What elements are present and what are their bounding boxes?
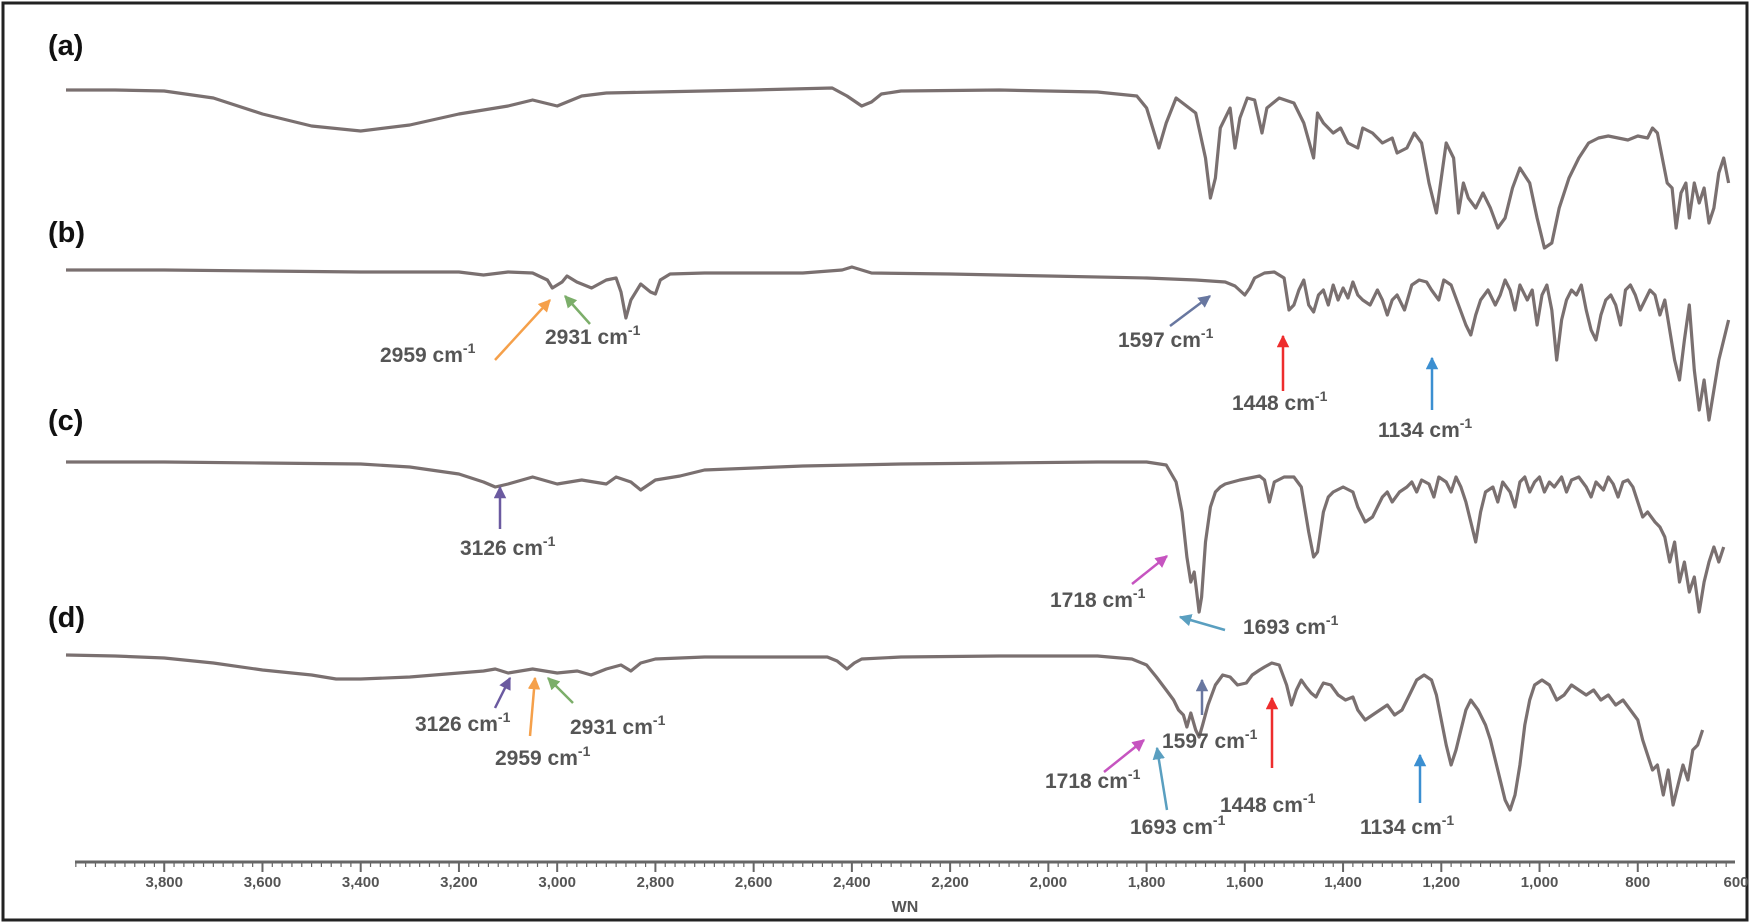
spectrum-line — [65, 653, 1705, 812]
peak-label: 1597 cm-1 — [1118, 325, 1214, 352]
peak-annotation: 1134 cm-1 — [1378, 356, 1472, 442]
x-tick-label: 1,000 — [1521, 874, 1559, 891]
peak-label-superscript: -1 — [1303, 790, 1316, 806]
peak-arrow — [493, 676, 512, 709]
peak-annotation: 1134 cm-1 — [1360, 753, 1454, 839]
peak-annotation: 3126 cm-1 — [460, 485, 556, 560]
spectrum-d: (d) — [48, 602, 1705, 812]
peak-arrow — [494, 299, 551, 361]
spectra-layer: (a) (b) (c) (d) — [48, 30, 1731, 812]
peak-label: 1134 cm-1 — [1360, 812, 1454, 839]
panel-label: (c) — [48, 405, 83, 437]
peak-label-superscript: -1 — [1133, 585, 1146, 601]
peak-annotation: 2959 cm-1 — [495, 676, 591, 770]
peak-label-superscript: -1 — [543, 533, 556, 549]
spectrum-line — [66, 265, 1731, 422]
peak-label-superscript: -1 — [1213, 812, 1226, 828]
peak-label-superscript: -1 — [1201, 325, 1214, 341]
x-tick-label: 1,400 — [1324, 874, 1362, 891]
x-tick-label: 3,200 — [440, 874, 478, 891]
x-tick-label: 2,000 — [1030, 874, 1068, 891]
x-tick-label: 1,800 — [1128, 874, 1166, 891]
peak-label: 2931 cm-1 — [545, 322, 641, 349]
spectrum-a: (a) — [48, 30, 1731, 250]
peak-arrow — [1169, 295, 1211, 327]
peak-label: 2959 cm-1 — [495, 743, 591, 770]
peak-arrow — [1103, 739, 1145, 773]
peak-label: 1693 cm-1 — [1243, 612, 1339, 639]
peak-label: 1718 cm-1 — [1050, 585, 1146, 612]
peak-label-superscript: -1 — [628, 322, 641, 338]
peak-arrow — [1152, 746, 1169, 811]
peak-label: 2931 cm-1 — [570, 712, 666, 739]
peak-label-superscript: -1 — [578, 743, 591, 759]
peak-annotation: 2931 cm-1 — [547, 677, 666, 739]
peak-annotation: 1597 cm-1 — [1162, 678, 1258, 753]
peak-label-superscript: -1 — [1315, 388, 1328, 404]
x-tick-label: 3,800 — [145, 874, 183, 891]
x-axis-title: WN — [892, 899, 919, 916]
peak-annotation: 1693 cm-1 — [1178, 612, 1339, 639]
peak-label-superscript: -1 — [1326, 612, 1339, 628]
peak-label: 1448 cm-1 — [1232, 388, 1328, 415]
x-tick-label: 2,400 — [833, 874, 871, 891]
panel-label: (d) — [48, 602, 85, 634]
spectrum-c: (c) — [48, 405, 1726, 614]
peak-label: 1134 cm-1 — [1378, 415, 1472, 442]
panel-label: (a) — [48, 30, 83, 62]
x-axis: WN 3,800 3,600 3,400 3,200 3,000 2,800 2,600 2,… — [75, 860, 1749, 916]
x-tick-label: 1,200 — [1423, 874, 1461, 891]
peak-label-superscript: -1 — [1245, 726, 1258, 742]
peak-label-superscript: -1 — [1442, 812, 1455, 828]
peak-annotation: 1448 cm-1 — [1232, 334, 1328, 415]
panel-label: (b) — [48, 217, 85, 249]
peak-label: 3126 cm-1 — [415, 709, 511, 736]
peak-annotation: 1597 cm-1 — [1118, 295, 1214, 352]
peak-annotation: 1718 cm-1 — [1045, 739, 1145, 793]
peak-label-superscript: -1 — [1128, 766, 1141, 782]
spectrum-b: (b) — [48, 217, 1731, 422]
peak-label-superscript: -1 — [1460, 415, 1473, 431]
x-tick-label: 2,200 — [931, 874, 969, 891]
peak-label: 1597 cm-1 — [1162, 726, 1258, 753]
peak-label: 1448 cm-1 — [1220, 790, 1316, 817]
peak-arrow — [1178, 614, 1226, 632]
peak-annotation: 1718 cm-1 — [1050, 555, 1168, 612]
peak-annotation: 2959 cm-1 — [380, 299, 551, 367]
peak-arrow — [527, 676, 541, 737]
peak-label: 2959 cm-1 — [380, 340, 476, 367]
annotation-layer: 2959 cm-1 2931 cm-1 1597 cm-1 1448 cm-1 1134… — [380, 295, 1472, 839]
peak-annotation: 3126 cm-1 — [415, 676, 512, 736]
spectrum-line — [66, 460, 1726, 614]
peak-label-superscript: -1 — [653, 712, 666, 728]
x-tick-label: 2,800 — [637, 874, 675, 891]
x-tick-label: 600 — [1723, 874, 1748, 891]
peak-label: 1718 cm-1 — [1045, 766, 1141, 793]
peak-arrow — [1131, 555, 1168, 585]
spectrum-line — [66, 86, 1731, 250]
x-tick-label: 1,600 — [1226, 874, 1264, 891]
peak-annotation: 1693 cm-1 — [1130, 746, 1226, 839]
x-tick-label: 3,400 — [342, 874, 380, 891]
x-tick-label: 3,600 — [244, 874, 282, 891]
peak-annotation: 2931 cm-1 — [545, 295, 641, 349]
x-tick-label: 3,000 — [538, 874, 576, 891]
x-tick-label: 2,600 — [735, 874, 773, 891]
x-tick-label: 800 — [1625, 874, 1650, 891]
peak-label-superscript: -1 — [463, 340, 476, 356]
peak-annotation: 1448 cm-1 — [1220, 696, 1316, 817]
peak-arrow — [547, 677, 574, 704]
peak-label: 3126 cm-1 — [460, 533, 556, 560]
peak-label: 1693 cm-1 — [1130, 812, 1226, 839]
peak-label-superscript: -1 — [498, 709, 511, 725]
peak-arrow — [564, 295, 591, 325]
